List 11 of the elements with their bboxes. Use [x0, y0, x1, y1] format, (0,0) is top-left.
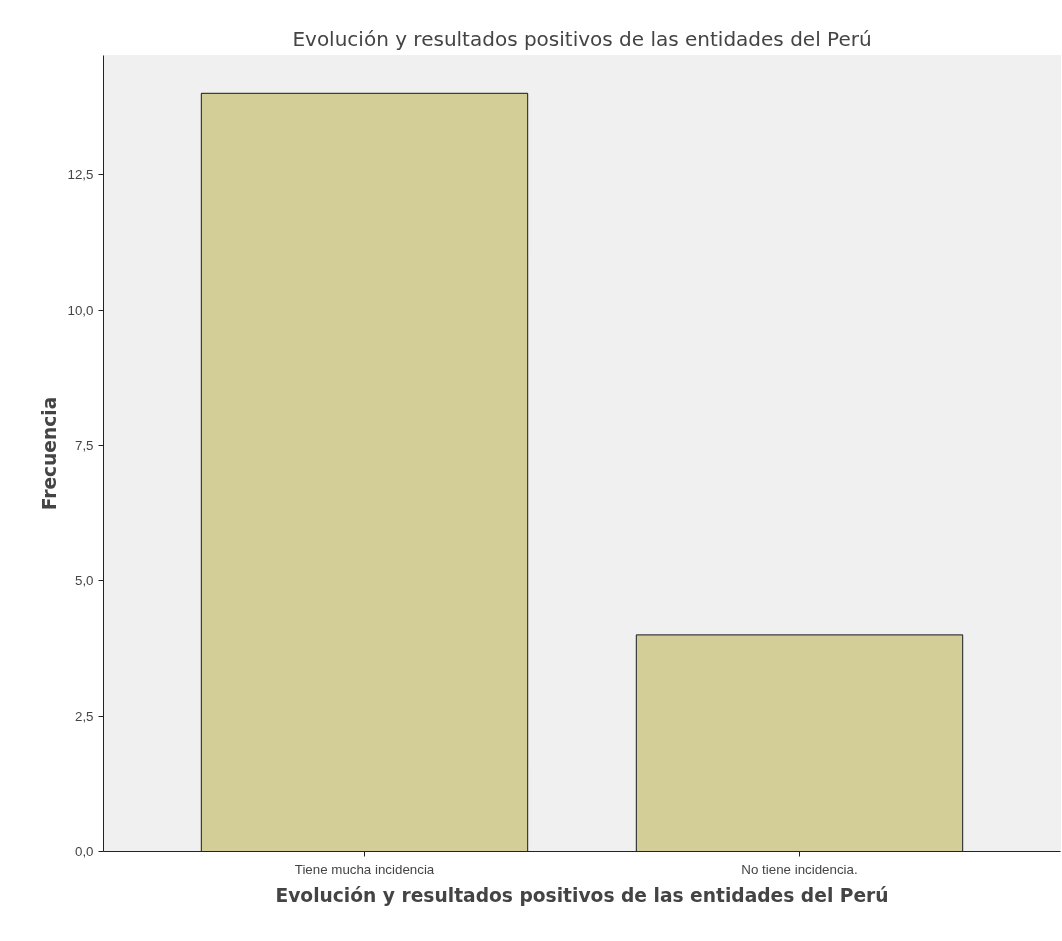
y-tick-label: 10,0	[67, 302, 94, 318]
y-tick-label: 2,5	[74, 708, 94, 724]
x-tick-label: No tiene incidencia.	[741, 861, 858, 877]
y-tick-label: 7,5	[74, 437, 94, 453]
x-tick-label: Tiene mucha incidencia	[294, 861, 435, 877]
y-tick-label: 5,0	[74, 573, 94, 589]
y-tick-label: 12,5	[67, 167, 94, 183]
chart-title: Evolución y resultados positivos de las entidades del Perú	[292, 26, 872, 51]
y-tick-label: 0,0	[74, 844, 94, 859]
x-axis-title: Evolución y resultados positivos de las entidades del Perú	[275, 884, 889, 906]
y-axis-title: Frecuencia	[38, 396, 60, 511]
